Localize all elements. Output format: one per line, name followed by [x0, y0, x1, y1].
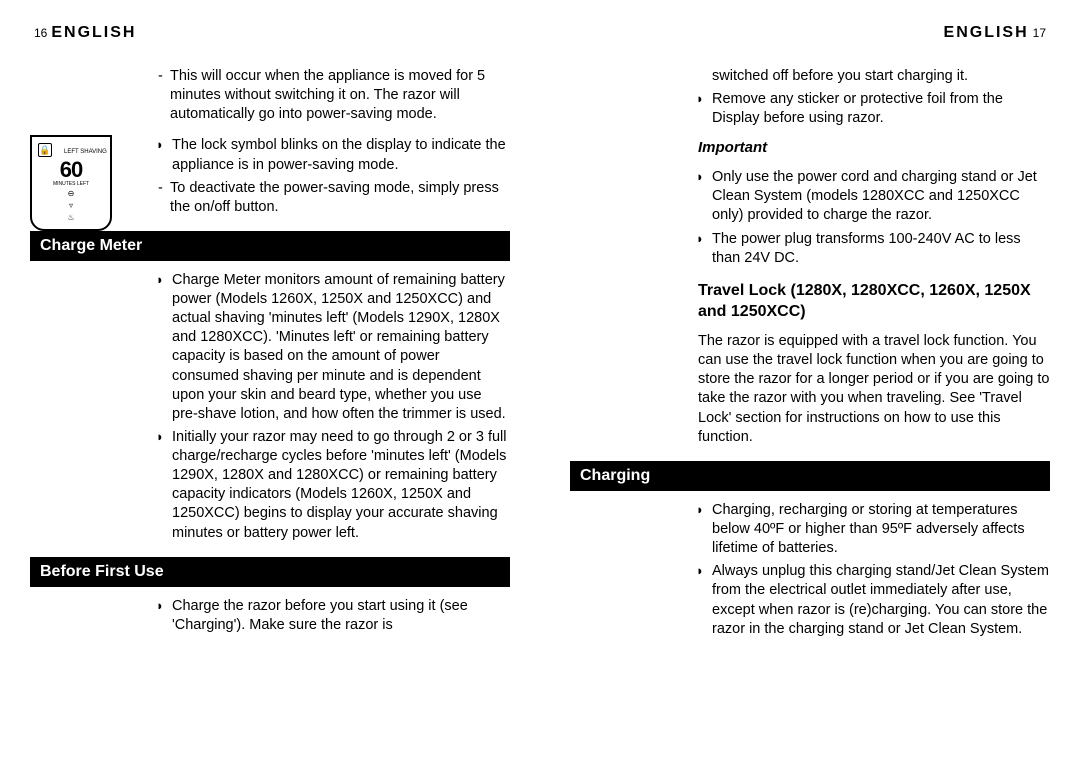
lock-icon: 🔒	[38, 143, 52, 157]
language-label: ENGLISH	[51, 24, 136, 42]
display-value: 60	[60, 157, 82, 183]
ch-bullet-1: Charging, recharging or storing at tempe…	[698, 501, 1050, 558]
page-spread: 16 ENGLISH 🔒 LEFT SHAVING 60 MINUTES LEF…	[0, 0, 1080, 761]
bfu-bullet-1: Charge the razor before you start using …	[158, 597, 510, 635]
cont-bullet-2: Remove any sticker or protective foil fr…	[698, 90, 1050, 128]
page-number-17: 17	[1033, 26, 1046, 40]
important-heading: Important	[698, 138, 1050, 158]
small-label-1: LEFT SHAVING	[64, 149, 107, 155]
cont-line-1: switched off before you start charging i…	[698, 67, 1050, 86]
razor-display-icon: 🔒 LEFT SHAVING 60 MINUTES LEFT ⊖ ▿ ♨	[30, 135, 112, 231]
page-16: 16 ENGLISH 🔒 LEFT SHAVING 60 MINUTES LEF…	[0, 0, 540, 761]
section-charge-meter: Charge Meter	[30, 231, 510, 261]
indicator-2: ▿	[67, 201, 75, 209]
page-header-right: ENGLISH 17	[570, 24, 1050, 42]
travel-lock-para: The razor is equipped with a travel lock…	[698, 332, 1050, 447]
lock-glyph: 🔒	[39, 145, 50, 156]
section-charging: Charging	[570, 461, 1050, 491]
imp-bullet-1: Only use the power cord and charging sta…	[698, 168, 1050, 225]
page-17: ENGLISH 17 switched off before you start…	[540, 0, 1080, 761]
indicator-3: ♨	[67, 213, 75, 221]
section-before-first-use: Before First Use	[30, 557, 510, 587]
section-travel-lock: Travel Lock (1280X, 1280XCC, 1260X, 1250…	[570, 280, 1050, 322]
left-text: This will occur when the appliance is mo…	[158, 67, 510, 639]
ch-bullet-2: Always unplug this charging stand/Jet Cl…	[698, 562, 1050, 639]
small-label-2: MINUTES LEFT	[53, 181, 89, 187]
icon-column: 🔒 LEFT SHAVING 60 MINUTES LEFT ⊖ ▿ ♨	[30, 67, 140, 639]
bullet-lock-symbol: The lock symbol blinks on the display to…	[158, 136, 510, 174]
page-number-16: 16	[34, 26, 47, 40]
page-header-left: 16 ENGLISH	[30, 24, 510, 42]
indicator-1: ⊖	[67, 189, 75, 197]
para-deactivate: To deactivate the power-saving mode, sim…	[158, 179, 510, 217]
imp-bullet-2: The power plug transforms 100-240V AC to…	[698, 230, 1050, 268]
para-power-saving: This will occur when the appliance is mo…	[158, 67, 510, 124]
cm-bullet-2: Initially your razor may need to go thro…	[158, 428, 510, 543]
language-label: ENGLISH	[944, 24, 1029, 42]
cm-bullet-1: Charge Meter monitors amount of remainin…	[158, 271, 510, 424]
left-content: 🔒 LEFT SHAVING 60 MINUTES LEFT ⊖ ▿ ♨ Thi…	[30, 67, 510, 639]
right-text: switched off before you start charging i…	[698, 67, 1050, 639]
